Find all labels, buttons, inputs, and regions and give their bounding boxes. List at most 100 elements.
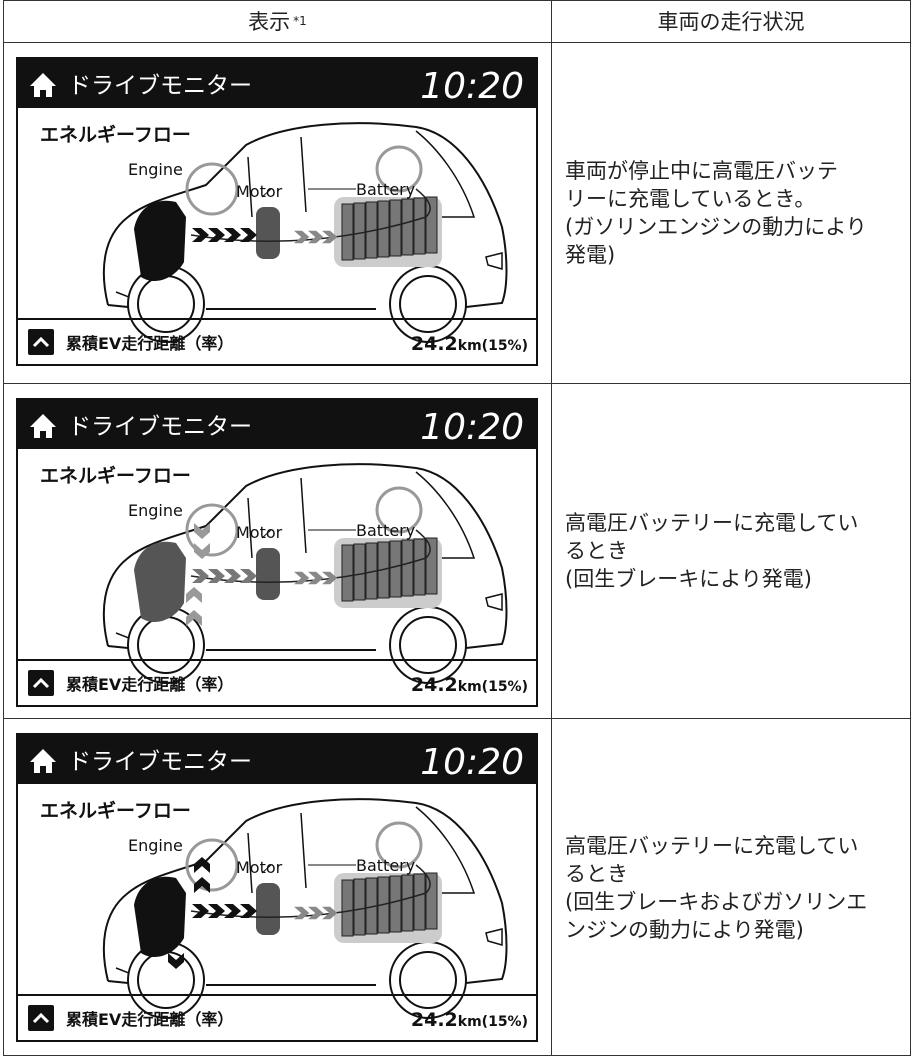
status-line: 発電) xyxy=(565,242,616,267)
engine-label: Engine xyxy=(128,501,183,520)
header-text: 車両の走行状況 xyxy=(657,10,805,34)
flow-arrow xyxy=(294,906,310,920)
screen: ドライブモニター 10:20 エネルギーフロー Engine Motor Battery 累… xyxy=(16,398,538,707)
screen-subtitle: エネルギーフロー xyxy=(40,800,191,822)
row-divider xyxy=(4,383,910,384)
footer-label: 累積EV走行距離（率） xyxy=(66,334,233,353)
engine xyxy=(134,200,186,282)
battery-ring xyxy=(375,145,423,193)
battery-cell xyxy=(425,872,438,930)
flow-arrow xyxy=(240,569,257,583)
wheel-hub xyxy=(399,275,457,333)
collapse-icon xyxy=(28,670,54,696)
car-body xyxy=(102,798,508,986)
home-icon xyxy=(30,414,56,438)
battery-cell xyxy=(353,878,366,936)
flow-arrow xyxy=(194,543,210,559)
status-line: (ガソリンエンジンの動力により xyxy=(565,214,867,239)
status-line: 高電圧バッテリーに充電してい xyxy=(565,833,859,858)
flow-arrow xyxy=(308,230,324,244)
flow-arrow xyxy=(224,228,241,242)
flow-arrow xyxy=(322,571,338,585)
flow-arrow xyxy=(192,569,209,583)
header-bg xyxy=(4,1,910,43)
footer-label: 累積EV走行距離（率） xyxy=(66,675,233,694)
status-line: リーに充電しているとき。 xyxy=(565,186,816,211)
status-text: 高電圧バッテリーに充電してい るとき (回生ブレーキにより発電) xyxy=(565,509,905,593)
screen-subtitle: エネルギーフロー xyxy=(40,465,191,487)
car-body xyxy=(102,463,508,651)
status-line: (回生ブレーキにより発電) xyxy=(565,566,812,591)
row-divider xyxy=(4,718,910,719)
status-line: 車両が停止中に高電圧バッテ xyxy=(565,158,838,183)
battery-cell xyxy=(425,537,438,595)
battery-cell xyxy=(401,539,414,597)
flow-arrow xyxy=(308,571,324,585)
battery-label: Battery xyxy=(356,521,415,540)
home-icon xyxy=(30,73,56,97)
flow-arrow xyxy=(194,857,210,873)
screen-title: ドライブモニター xyxy=(68,414,252,440)
status-text: 車両が停止中に高電圧バッテ リーに充電しているとき。 (ガソリンエンジンの動力により… xyxy=(565,157,905,269)
motor-leader xyxy=(261,864,272,874)
column-divider xyxy=(551,0,552,1055)
footer-value: 24.2 xyxy=(411,333,458,355)
footer-value: 24.2 xyxy=(411,674,458,696)
flow-arrow xyxy=(194,877,210,893)
battery-cell xyxy=(413,197,426,255)
header-cell: 表示 *1 xyxy=(4,0,551,42)
screen-subtitle: エネルギーフロー xyxy=(40,124,191,146)
motor xyxy=(256,883,280,935)
flow-arrow xyxy=(224,904,241,918)
wheel xyxy=(389,606,467,684)
battery-label: Battery xyxy=(356,180,415,199)
car-drawing xyxy=(102,122,508,343)
car-drawing xyxy=(102,463,508,684)
car-window xyxy=(247,806,476,894)
footer-reading: 24.2km(15%) xyxy=(411,674,528,696)
flow-arrow xyxy=(186,587,202,603)
status-line: 高電圧バッテリーに充電してい xyxy=(565,510,859,535)
footer-value: 24.2 xyxy=(411,1009,458,1031)
battery-cell xyxy=(401,198,414,256)
clock: 10:20 xyxy=(420,407,524,448)
flow-arrow xyxy=(208,228,225,242)
engine-label: Engine xyxy=(128,836,183,855)
footer-unit: km(15%) xyxy=(458,1014,528,1030)
engine-label: Engine xyxy=(128,160,183,179)
battery-cell xyxy=(413,873,426,931)
header-bar xyxy=(17,58,537,108)
flow-arrow xyxy=(308,906,324,920)
motor-leader xyxy=(261,188,272,198)
footer-unit: km(15%) xyxy=(458,679,528,695)
flow-arrow xyxy=(294,571,310,585)
status-text: 高電圧バッテリーに充電してい るとき (回生ブレーキおよびガソリンエ ンジンの動力によ… xyxy=(565,832,905,944)
motor-label: Motor xyxy=(236,182,283,201)
flow-arrow xyxy=(192,228,209,242)
battery-cell xyxy=(389,199,402,257)
wheel-hub xyxy=(399,951,457,1009)
battery-cell xyxy=(389,875,402,933)
battery-cell xyxy=(341,203,354,261)
battery-label: Battery xyxy=(356,856,415,875)
engine xyxy=(134,541,186,623)
motor xyxy=(256,548,280,600)
wheel xyxy=(389,941,467,1019)
flow-arrow xyxy=(194,523,210,539)
wheel xyxy=(389,265,467,343)
flow-arrow xyxy=(322,230,338,244)
chevron-up xyxy=(32,677,50,689)
table-frame xyxy=(3,0,911,1056)
battery-cell xyxy=(389,540,402,598)
collapse-icon xyxy=(28,1005,54,1031)
flow-arrow xyxy=(208,569,225,583)
motor-leader xyxy=(261,529,272,539)
battery-cell xyxy=(401,874,414,932)
flow-arrow xyxy=(322,906,338,920)
footer-unit: km(15%) xyxy=(458,338,528,354)
flow-arrow xyxy=(192,904,209,918)
motor-label: Motor xyxy=(236,523,283,542)
flow-arrow xyxy=(208,904,225,918)
header-bar xyxy=(17,399,537,449)
